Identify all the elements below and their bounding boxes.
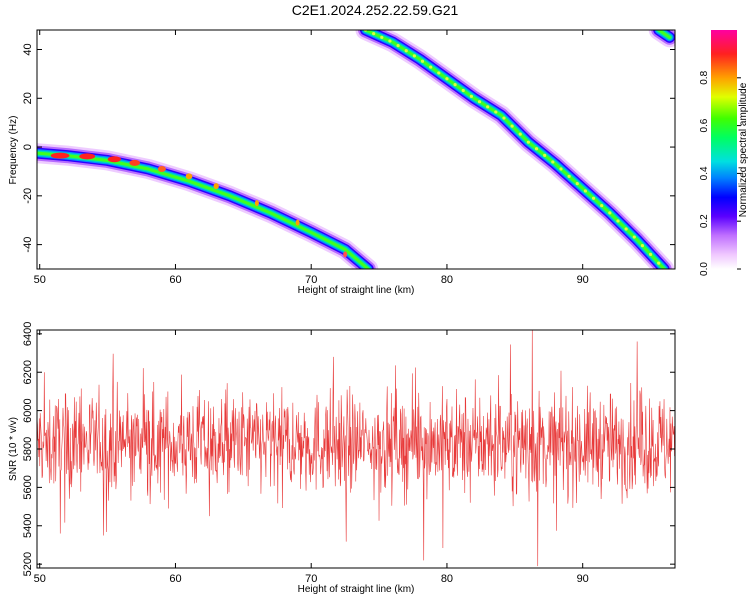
x-tick-label: 70: [305, 573, 317, 585]
ridge-hotspot: [213, 183, 219, 190]
ridge-hotspot: [79, 153, 96, 160]
colorbar-tick-label: 0.2: [699, 214, 710, 228]
y-axis-label-1: Frequency (Hz): [8, 116, 19, 185]
colorbar-ticks: 0.0 0.2 0.4 0.6 0.8: [699, 70, 741, 276]
ridge-hotspot: [185, 173, 193, 180]
x-axis-label-1: Height of straight line (km): [298, 285, 415, 296]
y-tick-label: 5800: [22, 437, 34, 461]
ridge-dot: [640, 243, 645, 248]
y-tick-label: 0: [22, 144, 34, 150]
y-tick-label: -20: [22, 188, 34, 204]
ridge-dot: [494, 110, 498, 114]
ridge-hotspot: [129, 159, 141, 166]
x-tick-label: 70: [305, 274, 317, 286]
x-tick-label: 80: [441, 573, 453, 585]
ridge-dot: [583, 189, 588, 193]
colorbar-tick-label: 0.4: [699, 166, 710, 180]
ridge-dot: [404, 49, 408, 53]
spectrogram-panel: 50 60 70 80 90 -40 -20 0 20 40 Height of straigh…: [8, 29, 676, 296]
ridge-dot: [551, 160, 555, 164]
ridge-dot: [477, 100, 482, 104]
ridge-dot: [445, 77, 449, 81]
ridge-dot: [372, 32, 376, 36]
ridge-hotspot: [157, 166, 166, 173]
y-tick-label: 6000: [22, 398, 34, 422]
colorbar: 0.0 0.2 0.4 0.6 0.8 Normalized spectral ampl…: [699, 30, 749, 276]
x-tick-label: 60: [169, 274, 181, 286]
ridge-dot: [486, 105, 490, 109]
y-tick-label: 40: [22, 43, 34, 55]
ridge-dot: [518, 132, 522, 136]
colorbar-tick-label: 0.6: [699, 118, 710, 132]
ridge-dot: [420, 59, 425, 63]
ridge-dot: [396, 44, 400, 48]
x-tick-label: 60: [169, 573, 181, 585]
ridge-dot: [437, 71, 441, 75]
y-tick-label: 20: [22, 92, 34, 104]
plot-frame-1: [36, 29, 676, 270]
ridge-hotspot: [343, 251, 348, 258]
ridge-hotspot: [295, 219, 300, 226]
y-axis-2: 5200 5400 5600 5800 6000 6200 6400: [22, 322, 675, 576]
ridge-dot: [461, 88, 465, 93]
ridge-dot: [469, 94, 473, 98]
ridge-dot: [526, 140, 530, 144]
ridge-dot: [388, 39, 392, 43]
colorbar-tick-label: 0.0: [699, 262, 710, 276]
ridge-dot: [632, 235, 636, 239]
ridge-dot: [648, 252, 653, 256]
ridge-dot: [608, 211, 612, 215]
colorbar-label: Normalized spectral amplitude: [738, 82, 749, 217]
ridge-hotspot: [254, 200, 259, 207]
ridge-dot: [510, 124, 514, 128]
x-tick-label: 90: [577, 573, 589, 585]
chart-title: C2E1.2024.252.22.59.G21: [291, 2, 459, 18]
x-axis-1: 50 60 70 80 90: [34, 30, 589, 286]
ridge-2-band: [657, 30, 672, 39]
ridge-dot: [657, 261, 661, 265]
colorbar-tick-label: 0.8: [699, 70, 710, 84]
ridge-dot: [575, 182, 579, 186]
ridge-dot: [543, 153, 547, 157]
ridge-dot: [380, 35, 384, 39]
ridge-dot: [624, 227, 628, 231]
x-tick-label: 50: [34, 274, 46, 286]
x-tick-label: 50: [34, 573, 46, 585]
colorbar-gradient: [711, 30, 737, 269]
y-tick-label: 5200: [22, 552, 34, 576]
y-tick-label: 5600: [22, 475, 34, 499]
snr-panel: 50 60 70 80 90 5200540056005800600062006400 …: [8, 322, 676, 595]
ridge-dot: [429, 65, 433, 69]
snr-series-line: [37, 330, 675, 567]
x-tick-label: 90: [577, 274, 589, 286]
ridge-dot: [559, 167, 563, 171]
ridge-dot: [616, 219, 620, 223]
ridge-dot: [600, 203, 604, 208]
plot-area-1: [37, 30, 675, 269]
ridge-dot: [534, 147, 539, 151]
ridge-dot: [591, 196, 596, 200]
ridge-hotspot: [107, 156, 122, 163]
y-tick-label: 6200: [22, 360, 34, 384]
y-tick-label: 5400: [22, 514, 34, 538]
ridge-dot: [502, 116, 506, 120]
y-tick-label: -40: [22, 237, 34, 253]
ridge-dot: [412, 54, 416, 58]
x-tick-label: 80: [441, 274, 453, 286]
ridge-dot: [453, 83, 457, 87]
x-axis-label-2: Height of straight line (km): [298, 584, 415, 595]
y-tick-label: 6400: [22, 322, 34, 346]
ridge-layer: [37, 30, 675, 269]
ridge-dot: [567, 174, 571, 178]
ridge-hotspot: [50, 152, 70, 159]
y-axis-label-2: SNR (10 * v/v): [8, 417, 19, 481]
y-axis-1: -40 -20 0 20 40: [22, 43, 675, 253]
